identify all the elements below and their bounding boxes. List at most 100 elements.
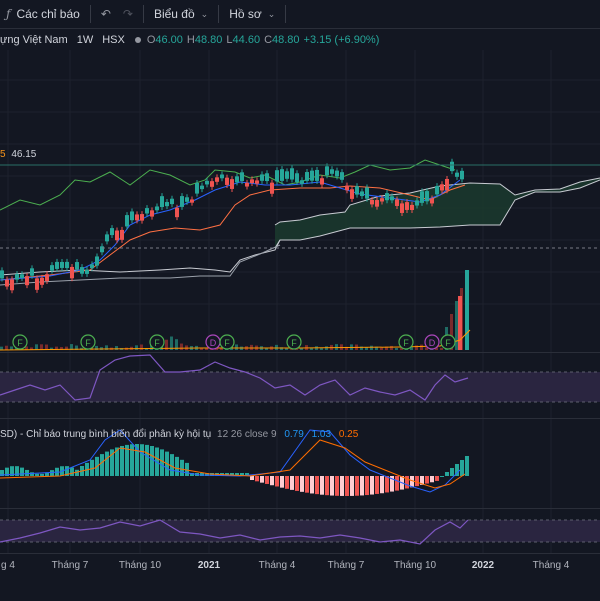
candle-body: [170, 198, 174, 205]
candle-body: [110, 228, 114, 236]
rsi-band: [0, 372, 600, 402]
candle-body: [275, 170, 279, 182]
candle-body: [400, 203, 404, 213]
symbol-exchange: HSX: [102, 34, 125, 46]
candle-body: [325, 166, 329, 176]
low-key: L: [226, 34, 233, 46]
candle-body: [5, 279, 9, 287]
macd-histogram-bar: [280, 476, 284, 488]
indicators-button[interactable]: ƒ Các chỉ báo: [0, 0, 86, 28]
candle-body: [430, 198, 434, 204]
close-value: 48.80: [272, 34, 300, 46]
volume-bar: [275, 344, 278, 350]
candle-body: [245, 182, 249, 187]
pane-divider[interactable]: [0, 352, 600, 353]
macd-histogram-bar: [130, 444, 134, 476]
time-axis-label: 2021: [197, 560, 221, 571]
pane-divider[interactable]: [0, 418, 600, 419]
volume-bar: [300, 347, 303, 350]
candle-body: [205, 180, 209, 185]
candle-body: [345, 185, 349, 191]
indicator-value-prefix: 5: [0, 149, 6, 160]
candle-body: [425, 191, 429, 202]
redo-icon: ↷: [122, 7, 133, 21]
symbol-name[interactable]: ựng Việt Nam: [0, 34, 68, 46]
chart-menu-button[interactable]: Biểu đồ ⌄: [148, 0, 214, 28]
candle-body: [255, 180, 259, 184]
undo-button[interactable]: ↶: [95, 0, 117, 28]
volume-bar: [175, 339, 178, 350]
dividend-event-marker: [219, 334, 235, 350]
candle-body: [450, 161, 454, 172]
macd-histogram-bar: [410, 476, 414, 488]
rsi-band: [0, 520, 600, 542]
profile-menu-button[interactable]: Hồ sơ ⌄: [223, 0, 281, 28]
macd-histogram-bar: [170, 454, 174, 476]
macd-histogram-bar: [445, 472, 449, 476]
volume-bar: [70, 344, 73, 350]
candle-body: [25, 276, 29, 286]
volume-ma-line: [0, 329, 471, 351]
candle-body: [310, 170, 314, 181]
macd-histogram-bar: [25, 469, 29, 476]
function-icon: ƒ: [6, 7, 11, 21]
macd-histogram-bar: [425, 476, 429, 484]
macd-histogram-bar: [75, 469, 79, 476]
macd-indicator-name[interactable]: SD) - Chỉ báo trung bình biến đổi phân k…: [0, 429, 212, 440]
candle-body: [380, 198, 384, 202]
macd-histogram-bar: [40, 473, 44, 476]
macd-value: 0.79: [284, 429, 304, 440]
macd-histogram-bar: [145, 444, 149, 476]
volume-bar: [250, 344, 253, 350]
time-axis-label: Tháng 7: [327, 560, 365, 571]
volume-bar: [365, 347, 368, 350]
volume-bar: [440, 347, 443, 350]
macd-histogram-bar: [395, 476, 399, 491]
volume-bar: [105, 345, 108, 350]
redo-button[interactable]: ↷: [117, 0, 139, 28]
macd-histogram-bar: [285, 476, 289, 489]
macd-histogram-bar: [270, 476, 274, 486]
macd-histogram-bar: [430, 476, 434, 483]
candle-body: [355, 186, 359, 195]
candle-body: [130, 211, 134, 221]
volume-bar: [385, 346, 388, 350]
candle-body: [75, 262, 79, 270]
candle-body: [360, 191, 364, 197]
candle-body: [10, 279, 14, 291]
pane-divider[interactable]: [0, 508, 600, 509]
candle-body: [165, 202, 169, 207]
candle-body: [50, 265, 54, 271]
candle-body: [55, 261, 59, 269]
candle-body: [300, 180, 304, 184]
undo-icon: ↶: [100, 7, 111, 21]
market-status-icon[interactable]: [134, 37, 141, 43]
macd-histogram-bar: [180, 459, 184, 476]
volume-bar: [205, 347, 208, 350]
toolbar-divider: [218, 5, 220, 23]
macd-histogram-bar: [255, 476, 259, 482]
volume-bar: [375, 346, 378, 350]
macd-histogram-bar: [20, 467, 24, 476]
volume-bar: [170, 336, 173, 350]
volume-bar: [395, 347, 398, 350]
symbol-interval[interactable]: 1W: [76, 34, 94, 46]
candle-body: [370, 199, 374, 205]
candle-body: [460, 170, 464, 180]
event-marker-label: F: [17, 338, 23, 348]
macd-histogram-bar: [455, 464, 459, 476]
macd-histogram-bar: [315, 476, 319, 495]
volume-bar: [285, 347, 288, 350]
macd-histogram-bar: [70, 467, 74, 476]
candle-body: [335, 170, 339, 177]
macd-histogram-bar: [320, 476, 324, 495]
time-axis[interactable]: g 4 Tháng 7 Tháng 10 2021 Tháng 4 Tháng …: [0, 553, 600, 601]
macd-params: 12 26 close 9: [217, 429, 277, 440]
candle-body: [455, 172, 459, 177]
toolbar-divider: [89, 5, 91, 23]
candle-body: [315, 169, 319, 181]
volume-bar: [65, 346, 68, 350]
macd-histogram-bar: [405, 476, 409, 489]
macd-histogram-bar: [110, 449, 114, 476]
